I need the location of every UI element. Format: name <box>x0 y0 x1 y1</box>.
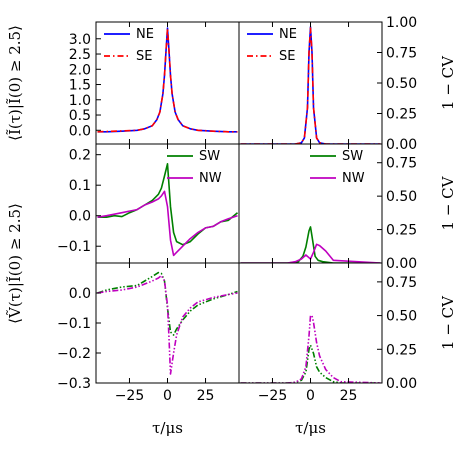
y-tick-label-right: 1.00 <box>386 15 417 31</box>
y-tick-label-right: 0.00 <box>386 376 417 392</box>
y-tick-label-right: 0.25 <box>386 223 417 239</box>
y-tick-label-right: 0.25 <box>386 342 417 358</box>
y-tick-label-right: 0.75 <box>386 46 417 62</box>
y-tick-label-left: −0.1 <box>57 239 91 255</box>
y-axis-label-right: 1 − CV <box>439 295 457 350</box>
y-axis-label-right: 1 − CV <box>439 55 457 110</box>
y-tick-label-left: 0.1 <box>69 178 91 194</box>
x-tick-label: 0 <box>163 388 172 404</box>
y-tick-label-left: 0.0 <box>69 209 91 225</box>
panel-r1-c1: SW NW <box>238 143 383 264</box>
x-tick-label: −25 <box>258 388 288 404</box>
legend-label-sw: SW <box>199 149 220 164</box>
y-tick-label-left: 0.2 <box>69 148 91 164</box>
legend: SW NW <box>310 149 365 186</box>
y-tick-label-left: −0.2 <box>57 346 91 362</box>
legend-label-nw: NW <box>199 171 222 186</box>
series-line-sw-r1-c1 <box>240 226 381 263</box>
y-tick-label-right: 0.50 <box>386 76 417 92</box>
y-tick-label-right: 0.75 <box>386 156 417 172</box>
x-axis-label: τ/μs <box>295 419 326 437</box>
series-line-sw-r2-c1 <box>240 344 381 383</box>
y-tick-label-left: −0.1 <box>57 316 91 332</box>
y-tick-label-left: 1.5 <box>69 78 91 94</box>
panel-r0-c0: NE SE <box>95 21 240 145</box>
panel-r0-c1: NE SE <box>238 21 383 145</box>
legend-label-ne: NE <box>136 27 154 42</box>
y-tick-label-left: 0.0 <box>69 286 91 302</box>
panel-frame <box>238 262 383 384</box>
x-tick-label: −25 <box>115 388 145 404</box>
legend: NE SE <box>104 27 154 64</box>
legend-label-se: SE <box>279 49 295 64</box>
y-tick-label-right: 0.50 <box>386 309 417 325</box>
series-line-nw-r1-c0 <box>97 190 238 257</box>
panels-group: NE SE NE SE SW NW SW NW <box>95 21 383 384</box>
series-line-ne-r0-c0 <box>97 27 238 133</box>
y-tick-label-right: 0.25 <box>386 107 417 123</box>
x-tick-label: 25 <box>340 388 358 404</box>
y-tick-label-right: 0.00 <box>386 256 417 272</box>
legend-label-nw: NW <box>342 171 365 186</box>
y-axis-label-left: ⟨Ṽ(τ)|Ĩ(0) ≥ 2.5⟩ <box>6 203 24 324</box>
series-line-se-r0-c0 <box>97 27 238 133</box>
y-axis-label-right: 1 − CV <box>439 175 457 230</box>
labels-group: 3.02.52.01.51.00.50.01.000.750.500.250.0… <box>6 15 457 437</box>
legend-label-sw: SW <box>342 149 363 164</box>
y-tick-label-left: 0.0 <box>69 123 91 139</box>
series-line-ne-r0-c1 <box>240 26 381 144</box>
legend-label-ne: NE <box>279 27 297 42</box>
y-tick-label-right: 0.00 <box>386 137 417 153</box>
panel-r2-c1 <box>238 262 383 384</box>
series-line-nw-r2-c1 <box>240 314 381 383</box>
legend: SW NW <box>167 149 222 186</box>
panel-frame <box>95 262 240 384</box>
panel-r1-c0: SW NW <box>95 143 240 264</box>
series-line-nw-r2-c0 <box>97 274 238 375</box>
series-line-sw-r2-c0 <box>97 271 238 336</box>
panel-r2-c0 <box>95 262 240 384</box>
x-axis-label: τ/μs <box>152 419 183 437</box>
series-line-se-r0-c1 <box>240 27 381 144</box>
legend: NE SE <box>247 27 297 64</box>
y-tick-label-right: 0.75 <box>386 275 417 291</box>
y-tick-label-left: 1.0 <box>69 93 91 109</box>
y-tick-label-left: 2.5 <box>69 47 91 63</box>
y-tick-label-left: 0.5 <box>69 108 91 124</box>
x-tick-label: 25 <box>197 388 215 404</box>
y-tick-label-left: 3.0 <box>69 32 91 48</box>
x-tick-label: 0 <box>306 388 315 404</box>
y-tick-label-left: −0.3 <box>57 376 91 392</box>
y-tick-label-right: 0.50 <box>386 189 417 205</box>
legend-label-se: SE <box>136 49 152 64</box>
y-axis-label-left: ⟨Ĩ(τ)|Ĩ(0) ≥ 2.5⟩ <box>6 25 24 141</box>
y-tick-label-left: 2.0 <box>69 62 91 78</box>
